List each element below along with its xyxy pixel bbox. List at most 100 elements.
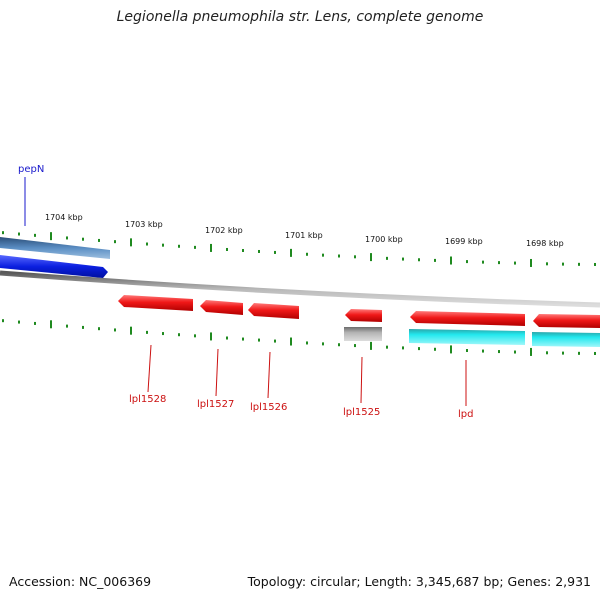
upper-scale-minor-tick	[514, 261, 516, 265]
scale-label-1699: 1699 kbp	[445, 237, 483, 246]
upper-scale-minor-tick	[178, 244, 180, 248]
scale-label-1704: 1704 kbp	[45, 213, 83, 222]
lower-scale-minor-tick	[578, 351, 580, 355]
lower-scale-minor-tick	[306, 341, 308, 345]
lower-scale-minor-tick	[546, 351, 548, 355]
upper-scale-major-tick	[130, 238, 132, 247]
leader-lpl1527	[215, 348, 219, 397]
upper-scale-minor-tick	[386, 256, 388, 260]
upper-scale-major-tick	[530, 258, 532, 267]
lower-scale-major-tick	[370, 341, 372, 350]
upper-scale-major-tick	[450, 256, 452, 265]
map-title: Legionella pneumophila str. Lens, comple…	[116, 9, 484, 25]
lower-scale-minor-tick	[386, 345, 388, 349]
lower-scale-minor-tick	[418, 347, 420, 351]
scale-label-1700: 1700 kbp	[365, 235, 403, 244]
upper-scale-minor-tick	[498, 261, 500, 265]
leader-lpl1525	[360, 356, 363, 404]
upper-scale-minor-tick	[66, 236, 68, 240]
lower-scale-minor-tick	[498, 350, 500, 354]
upper-scale-major-tick	[370, 253, 372, 262]
lower-scale-minor-tick	[354, 344, 356, 348]
upper-scale-minor-tick	[562, 262, 564, 266]
lower-scale-minor-tick	[594, 351, 596, 355]
upper-scale-minor-tick	[114, 240, 116, 244]
lower-scale-minor-tick	[82, 325, 84, 329]
leader-lpl1526	[267, 351, 271, 399]
upper-scale-minor-tick	[242, 248, 244, 252]
gene-lpd	[410, 311, 525, 326]
cyan-feature-lpd	[409, 329, 525, 345]
lower-scale-minor-tick	[258, 338, 260, 342]
scale-label-1702: 1702 kbp	[205, 226, 243, 235]
upper-scale-minor-tick	[146, 242, 148, 246]
gene-next-red	[533, 314, 600, 328]
upper-scale-minor-tick	[306, 252, 308, 256]
upper-scale-minor-tick	[354, 255, 356, 259]
lower-scale-minor-tick	[226, 336, 228, 340]
leader-lpl1528	[147, 344, 152, 393]
lower-scale-minor-tick	[514, 350, 516, 354]
upper-scale-minor-tick	[418, 258, 420, 262]
lower-scale-minor-tick	[338, 343, 340, 347]
upper-scale-minor-tick	[82, 237, 84, 241]
lower-scale-minor-tick	[482, 349, 484, 353]
lower-scale-major-tick	[290, 337, 292, 346]
upper-scale-minor-tick	[98, 238, 100, 242]
gene-label-pepN: pepN	[18, 164, 44, 175]
lower-scale-ticks	[2, 319, 596, 356]
upper-scale-major-tick	[290, 248, 292, 257]
gene-lpl1525	[345, 309, 382, 322]
upper-scale-minor-tick	[162, 243, 164, 247]
scale-label-1698: 1698 kbp	[526, 239, 564, 248]
gene-label-lpl1527: lpl1527	[197, 399, 234, 410]
upper-scale-minor-tick	[402, 257, 404, 261]
lower-scale-minor-tick	[274, 339, 276, 343]
upper-scale-minor-tick	[226, 247, 228, 251]
genome-backbone	[0, 270, 600, 308]
upper-scale-minor-tick	[322, 253, 324, 257]
gene-label-lpd: lpd	[458, 409, 473, 420]
upper-scale-minor-tick	[274, 250, 276, 254]
upper-scale-major-tick	[210, 243, 212, 252]
gene-lpl1527	[200, 300, 243, 315]
scale-label-1703: 1703 kbp	[125, 220, 163, 229]
upper-scale-minor-tick	[338, 254, 340, 258]
gene-pepN-shadow	[0, 237, 110, 259]
upper-scale-minor-tick	[594, 262, 596, 266]
upper-scale-minor-tick	[34, 233, 36, 237]
upper-scale-ticks	[2, 231, 596, 267]
lower-scale-minor-tick	[146, 330, 148, 334]
lower-scale-minor-tick	[402, 346, 404, 350]
lower-scale-minor-tick	[466, 349, 468, 353]
lower-scale-major-tick	[50, 320, 52, 329]
lower-scale-minor-tick	[2, 319, 4, 323]
lower-scale-minor-tick	[562, 351, 564, 355]
gene-label-lpl1526: lpl1526	[250, 402, 287, 413]
gene-label-lpl1528: lpl1528	[129, 394, 166, 405]
gene-labels: pepN lpl1528 lpl1527 lpl1526 lpl1525 lpd	[18, 164, 473, 420]
lower-scale-minor-tick	[34, 321, 36, 325]
upper-scale-minor-tick	[18, 232, 20, 236]
lower-scale-minor-tick	[18, 320, 20, 324]
upper-scale-minor-tick	[2, 231, 4, 235]
lower-scale-minor-tick	[98, 327, 100, 331]
scale-labels: 1704 kbp 1703 kbp 1702 kbp 1701 kbp 1700…	[45, 213, 564, 248]
gene-pepN	[0, 255, 108, 278]
lower-scale-major-tick	[450, 345, 452, 354]
lower-scale-minor-tick	[194, 334, 196, 338]
accession-text: Accession: NC_006369	[9, 574, 152, 589]
gray-feature	[344, 327, 382, 341]
lower-scale-major-tick	[210, 332, 212, 341]
lower-scale-minor-tick	[162, 332, 164, 336]
upper-scale-minor-tick	[258, 249, 260, 253]
lower-scale-major-tick	[530, 347, 532, 356]
gene-label-leaders	[24, 177, 467, 406]
reverse-strand-genes	[118, 295, 600, 328]
lower-scale-major-tick	[130, 326, 132, 335]
forward-strand-genes	[0, 237, 110, 278]
upper-scale-minor-tick	[546, 262, 548, 266]
lower-scale-minor-tick	[178, 333, 180, 337]
upper-scale-minor-tick	[434, 258, 436, 262]
